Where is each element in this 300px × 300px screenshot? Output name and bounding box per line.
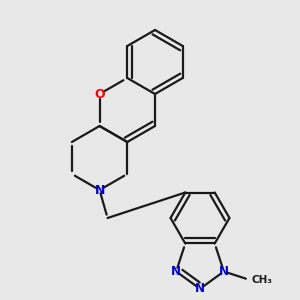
Text: CH₃: CH₃ bbox=[252, 275, 273, 285]
Text: N: N bbox=[94, 184, 105, 196]
Text: N: N bbox=[171, 265, 181, 278]
Text: N: N bbox=[195, 282, 205, 295]
Text: O: O bbox=[94, 88, 105, 100]
Text: N: N bbox=[219, 265, 229, 278]
